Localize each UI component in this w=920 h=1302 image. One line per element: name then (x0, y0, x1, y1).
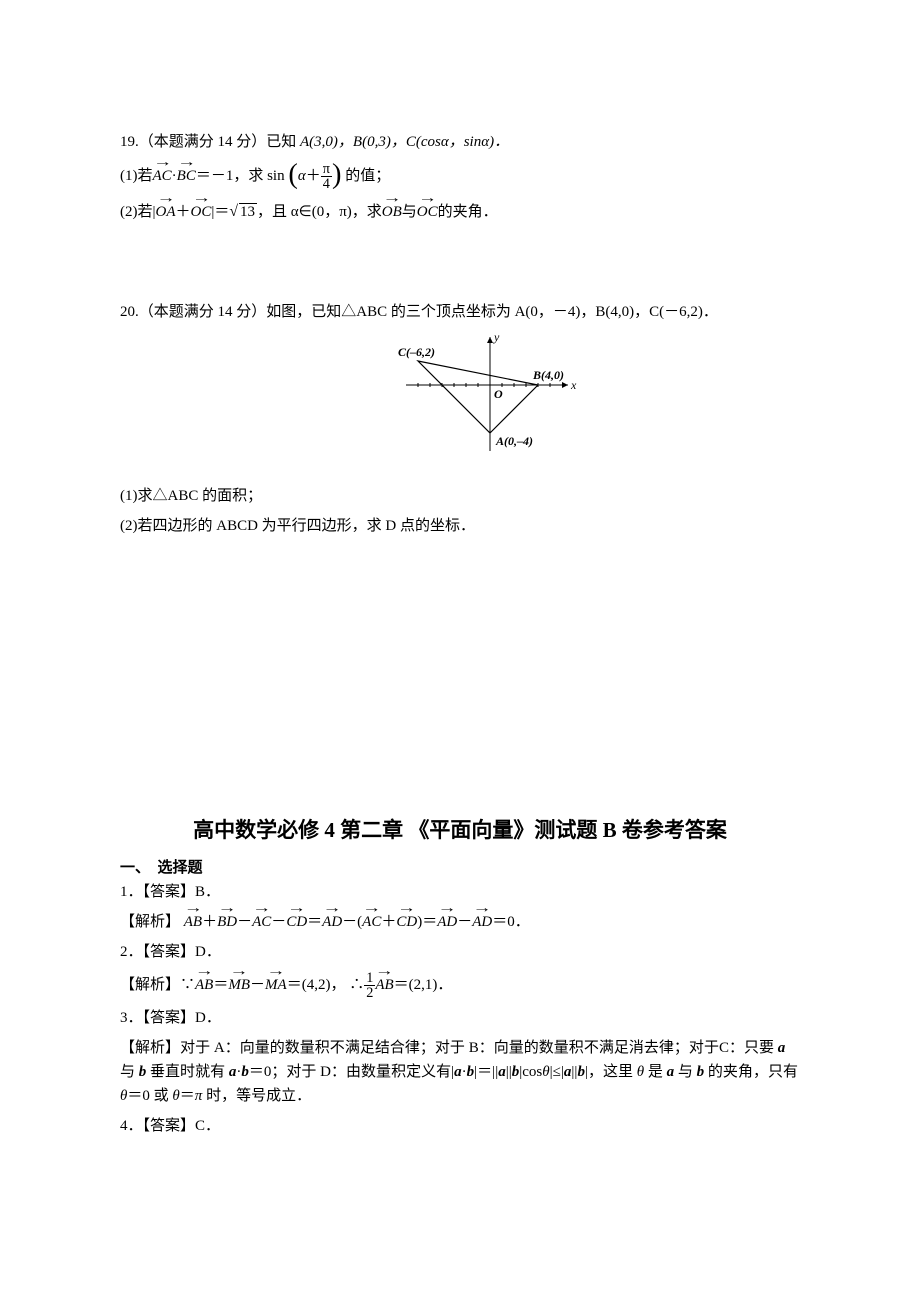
answer-2-exp: 【解析】∵AB＝MB－MA＝(4,2)， ∴12AB＝(2,1)． (120, 970, 800, 1000)
vec-OC2: OC (417, 200, 438, 224)
question-19: 19.（本题满分 14 分）已知 A(3,0)，B(0,3)，C(cosα，si… (120, 130, 800, 154)
frac-pi-4: π4 (321, 162, 332, 192)
a1-pre: 【解析】 (120, 914, 184, 930)
vec-OA: OA (156, 200, 176, 224)
sqrt-13: 13 (239, 203, 257, 220)
lparen-icon: ( (288, 159, 298, 190)
answer-2-head: 2．【答案】D． (120, 940, 800, 964)
q20-diagram: x y O C(–6,2) B(4,0) A(0,–4) (340, 330, 580, 480)
vec-AB-2: AB (195, 970, 213, 1000)
answer-3-head: 3．【答案】D． (120, 1006, 800, 1030)
section-choice: 一、 选择题 (120, 856, 800, 880)
q19-p1-pre: (1)若 (120, 168, 153, 184)
vec-OC: OC (191, 200, 212, 224)
vec-CD-2: CD (396, 910, 417, 934)
svg-text:A(0,–4): A(0,–4) (495, 434, 533, 448)
vec-MA: MA (265, 970, 287, 1000)
question-20-part1: (1)求△ABC 的面积； (120, 484, 800, 508)
q19-stem: 19.（本题满分 14 分）已知 (120, 134, 300, 150)
vec-AD-3: AD (472, 910, 492, 934)
svg-text:B(4,0): B(4,0) (532, 368, 564, 382)
vec-AC-1: AC (252, 910, 271, 934)
svg-text:O: O (494, 387, 503, 401)
question-20-part2: (2)若四边形的 ABCD 为平行四边形，求 D 点的坐标． (120, 514, 800, 538)
svg-text:C(–6,2): C(–6,2) (398, 345, 435, 359)
q19-p2-po3: 的夹角． (438, 204, 498, 220)
q20-stem: 20.（本题满分 14 分）如图，已知△ABC 的三个顶点坐标为 A(0，－4)… (120, 304, 718, 320)
a2-fd: 2 (364, 986, 375, 1000)
q19-pts: A(3,0)，B(0,3)，C(cosα，sinα)． (300, 134, 509, 150)
question-19-part2: (2)若|OA＋OC|＝√13，且 α∈(0，π)，求OB与OC的夹角． (120, 199, 800, 224)
vec-OB: OB (382, 200, 402, 224)
vec-AD-2: AD (437, 910, 457, 934)
a2-pre: 【解析】∵ (120, 977, 195, 993)
answer-4-head: 4．【答案】C． (120, 1114, 800, 1138)
vec-CD: CD (286, 910, 307, 934)
frac-den: 4 (321, 177, 332, 191)
svg-text:x: x (570, 378, 577, 392)
rparen-icon: ) (332, 159, 342, 190)
a2-m4: ＝(2,1)． (394, 977, 453, 993)
answer-1-exp: 【解析】 AB＋BD－AC－CD＝AD－(AC＋CD)＝AD－AD＝0． (120, 910, 800, 934)
a2-m3: ＝(4,2)， ∴ (287, 977, 365, 993)
q19-p1-post: 的值； (341, 168, 390, 184)
question-19-part1: (1)若AC·BC＝－1，求 sin (α＋π4) 的值； (120, 160, 800, 193)
q19-p2-po1: ，且 α∈(0，π)，求 (257, 204, 382, 220)
q19-p1-mid: ＝－1，求 sin (196, 168, 289, 184)
frac-num: π (321, 162, 332, 177)
answer-3-exp: 【解析】对于 A：向量的数量积不满足结合律；对于 B：向量的数量积不满足消去律；… (120, 1036, 800, 1108)
vec-AD-1: AD (322, 910, 342, 934)
vec-BD: BD (217, 910, 237, 934)
answers-title: 高中数学必修 4 第二章 《平面向量》测试题 B 卷参考答案 (120, 814, 800, 848)
radical-icon: √ (229, 203, 238, 220)
svg-text:y: y (493, 330, 500, 344)
q19-p2-pre: (2)若| (120, 204, 156, 220)
vec-MB: MB (228, 970, 250, 1000)
a1-m8: ＝0． (492, 914, 530, 930)
vec-AB-3: AB (375, 970, 393, 1000)
vec-AC-2: AC (362, 910, 381, 934)
question-20: 20.（本题满分 14 分）如图，已知△ABC 的三个顶点坐标为 A(0，－4)… (120, 300, 800, 324)
vec-AB-1: AB (184, 910, 202, 934)
